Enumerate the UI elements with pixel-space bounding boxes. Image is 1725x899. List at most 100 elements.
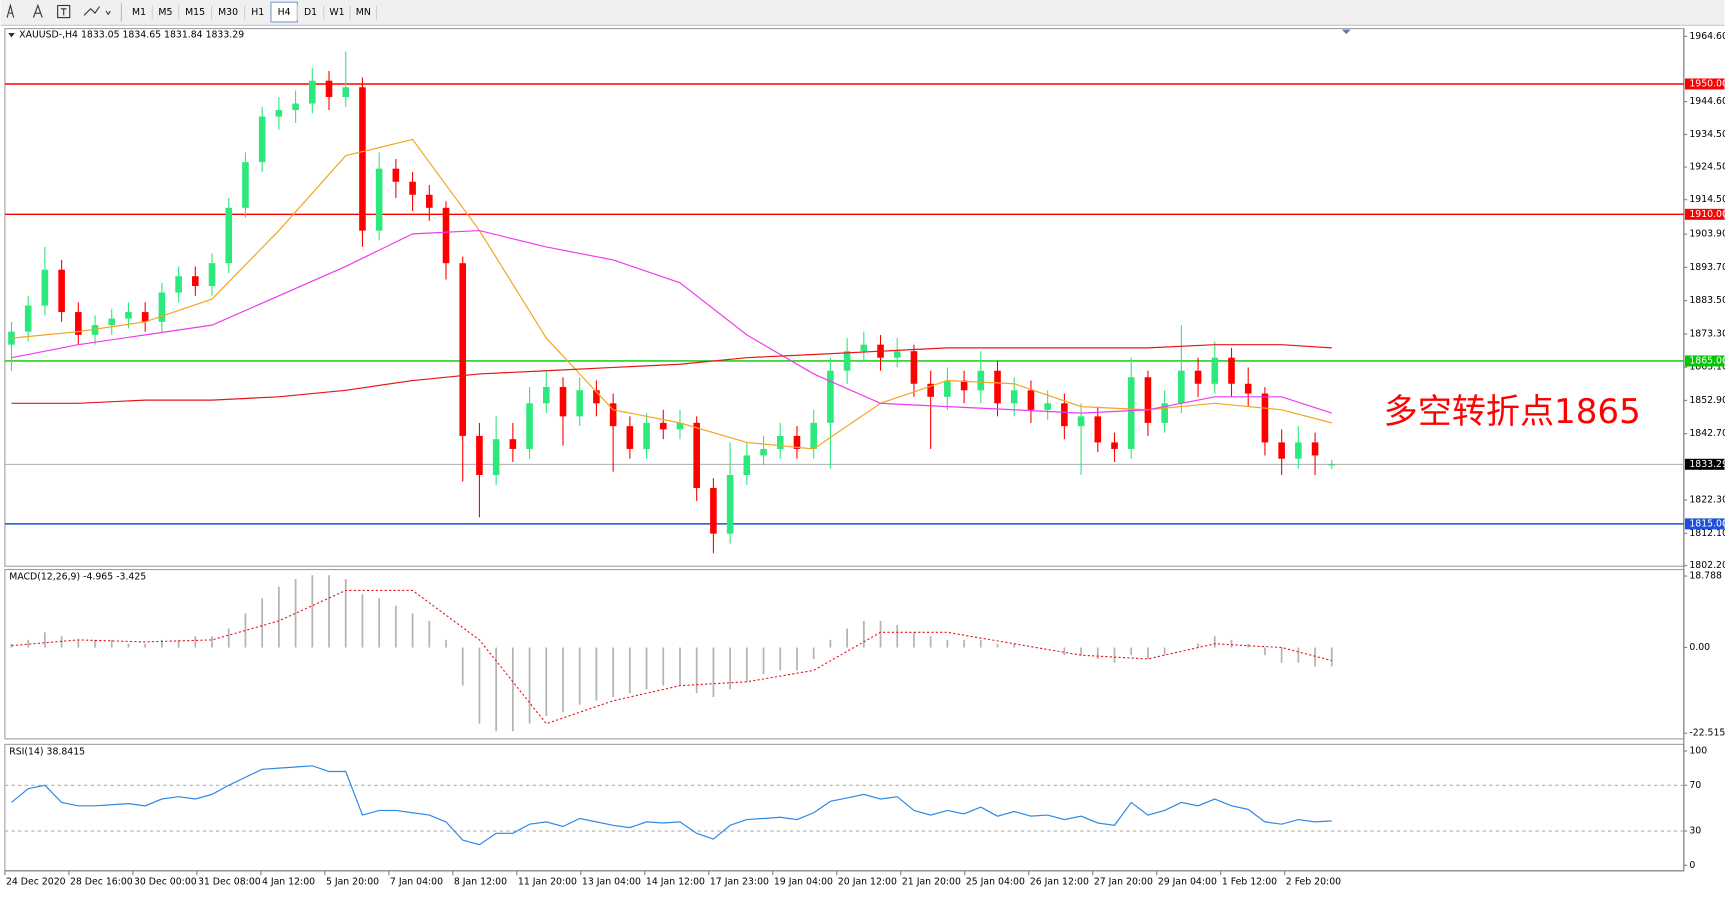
- candle-body: [409, 181, 416, 195]
- timeframe-label: MN: [356, 7, 371, 18]
- y-tick-label: 1852.90: [1689, 395, 1725, 406]
- candle-body: [1261, 393, 1269, 443]
- cursor-icon[interactable]: [6, 3, 15, 18]
- x-tick-label: 2 Feb 20:00: [1286, 876, 1341, 887]
- annotation: 多空转折点1865: [1384, 392, 1641, 432]
- candle-body: [476, 435, 483, 476]
- candle-body: [659, 422, 667, 430]
- candle-body: [459, 263, 467, 436]
- candle-body: [609, 403, 617, 427]
- x-tick-label: 20 Jan 12:00: [838, 876, 897, 887]
- candle-body: [91, 325, 99, 335]
- x-tick-label: 13 Jan 04:00: [582, 876, 641, 887]
- x-tick-label: 19 Jan 04:00: [774, 876, 833, 887]
- y-tick-label: 70: [1689, 780, 1701, 791]
- x-tick-label: 24 Dec 2020: [6, 876, 66, 887]
- candle-body: [1211, 357, 1219, 384]
- candle-body: [425, 194, 433, 208]
- moving-average: [11, 229, 1332, 414]
- candle-body: [1127, 377, 1135, 449]
- candle-body: [509, 439, 517, 449]
- candle-body: [125, 312, 132, 319]
- y-tick-label: 30: [1689, 826, 1701, 837]
- candle-body: [1244, 383, 1252, 394]
- candle-body: [8, 331, 15, 345]
- y-tick-label: 100: [1689, 745, 1707, 756]
- timeframe-label: M5: [158, 7, 172, 18]
- indicator-title: RSI(14) 38.8415: [9, 747, 85, 758]
- y-tick-label: 1914.50: [1689, 194, 1725, 205]
- y-tick-label: 1863.10: [1689, 362, 1725, 373]
- candle-body: [1094, 416, 1102, 443]
- y-tick-label: 1802.20: [1689, 560, 1725, 571]
- x-tick-label: 4 Jan 12:00: [262, 876, 315, 887]
- current-price-box: [1684, 458, 1725, 470]
- candle-body: [1027, 390, 1035, 410]
- candle-body: [108, 318, 116, 326]
- chart-shift-marker: [1341, 29, 1351, 35]
- text-label-icon[interactable]: [32, 3, 43, 18]
- candle-body: [810, 422, 817, 449]
- candle-body: [1178, 370, 1185, 404]
- rsi-line: [11, 765, 1332, 846]
- x-tick-label: 5 Jan 20:00: [326, 876, 379, 887]
- x-tick-label: 29 Jan 04:00: [1158, 876, 1217, 887]
- candle-body: [1161, 403, 1168, 423]
- y-tick-label: 18.788: [1689, 571, 1722, 582]
- candle-body: [743, 455, 751, 476]
- candle-body: [41, 269, 49, 306]
- timeframe-label: W1: [329, 7, 344, 18]
- candle-body: [843, 351, 851, 371]
- level-label: 1910.00: [1689, 209, 1725, 220]
- candle-body: [175, 276, 182, 293]
- y-tick-label: 1964.60: [1689, 31, 1725, 42]
- timeframe-bar: M1 M5 M15 M30 H1 H4 D1 W1 MN: [132, 1, 378, 23]
- y-tick-label: 1873.30: [1689, 328, 1725, 339]
- candle-body: [693, 422, 700, 489]
- timeframe-label: M30: [218, 7, 238, 18]
- candle-body: [1278, 442, 1285, 459]
- x-tick-label: 31 Dec 08:00: [198, 876, 261, 887]
- indicator-title: MACD(12,26,9) -4.965 -3.425: [9, 572, 146, 583]
- x-tick-label: 7 Jan 04:00: [390, 876, 443, 887]
- candle-body: [910, 351, 918, 384]
- macd-signal: [11, 589, 1332, 725]
- candle-body: [960, 380, 968, 391]
- level-label-box: [1684, 518, 1725, 530]
- current-price-label: 1833.29: [1689, 459, 1725, 470]
- candle-body: [1010, 390, 1018, 404]
- timeframe-label: M15: [185, 7, 205, 18]
- candle-body: [1311, 442, 1319, 456]
- candle-body: [1077, 416, 1085, 427]
- candle-body: [576, 390, 584, 417]
- text-box-icon[interactable]: [57, 4, 71, 19]
- x-tick-label: 30 Dec 00:00: [134, 876, 197, 887]
- y-tick-label: 1812.10: [1689, 528, 1725, 539]
- candle-body: [1194, 370, 1202, 384]
- candle-body: [994, 370, 1001, 404]
- level-label: 1865.00: [1689, 355, 1725, 366]
- y-tick-label: 1924.50: [1689, 162, 1725, 173]
- candle-body: [1328, 464, 1336, 466]
- y-tick-label: 1903.90: [1689, 229, 1725, 240]
- candle-body: [593, 390, 600, 404]
- timeframe-label: M1: [132, 7, 146, 18]
- timeframe-label: H4: [278, 7, 291, 18]
- moving-average: [11, 344, 1332, 404]
- candle-body: [776, 435, 784, 449]
- y-tick-label: 1934.50: [1689, 129, 1725, 140]
- candle-body: [726, 475, 734, 534]
- candle-body: [492, 439, 500, 476]
- x-tick-label: 28 Dec 16:00: [70, 876, 133, 887]
- candle-body: [309, 80, 316, 104]
- candle-body: [676, 422, 684, 430]
- symbol-menu-arrow[interactable]: [8, 32, 15, 38]
- x-tick-label: 11 Jan 20:00: [518, 876, 577, 887]
- arrows-icon[interactable]: [83, 6, 111, 16]
- y-tick-label: 0.00: [1689, 642, 1710, 653]
- candle-body: [258, 116, 266, 163]
- candle-body: [860, 344, 868, 352]
- candle-body: [192, 276, 199, 287]
